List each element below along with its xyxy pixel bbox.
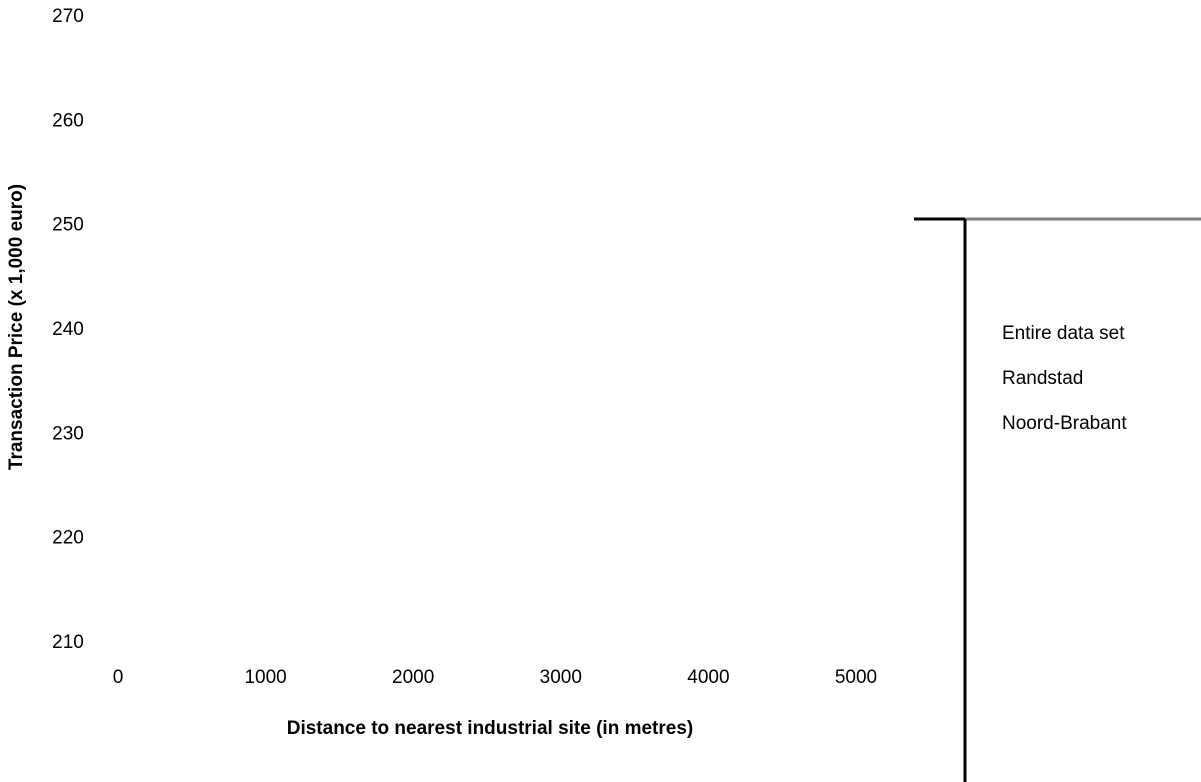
- legend-entry: Noord-Brabant: [1002, 413, 1127, 434]
- legend: Entire data set Randstad Noord-Brabant: [1002, 323, 1127, 434]
- x-tick-label: 1000: [244, 667, 286, 688]
- x-tick-label: 5000: [835, 667, 877, 688]
- x-tick-label: 3000: [540, 667, 582, 688]
- x-tick-label: 4000: [687, 667, 729, 688]
- y-axis-ticks: 210 220 230 240 250 260 270: [52, 6, 84, 653]
- x-tick-label: 0: [113, 667, 124, 688]
- y-tick-label: 220: [52, 528, 84, 549]
- legend-entry: Randstad: [1002, 368, 1083, 389]
- legend-entry: Entire data set: [1002, 323, 1125, 344]
- y-tick-label: 250: [52, 215, 84, 236]
- y-tick-label: 230: [52, 423, 84, 444]
- x-axis-title: Distance to nearest industrial site (in …: [287, 718, 694, 739]
- y-tick-label: 270: [52, 6, 84, 27]
- x-tick-label: 2000: [392, 667, 434, 688]
- y-tick-label: 260: [52, 110, 84, 131]
- y-tick-label: 210: [52, 632, 84, 653]
- x-axis-ticks: 0 1000 2000 3000 4000 5000: [113, 667, 877, 688]
- y-tick-label: 240: [52, 319, 84, 340]
- y-axis-title: Transaction Price (x 1,000 euro): [6, 184, 27, 470]
